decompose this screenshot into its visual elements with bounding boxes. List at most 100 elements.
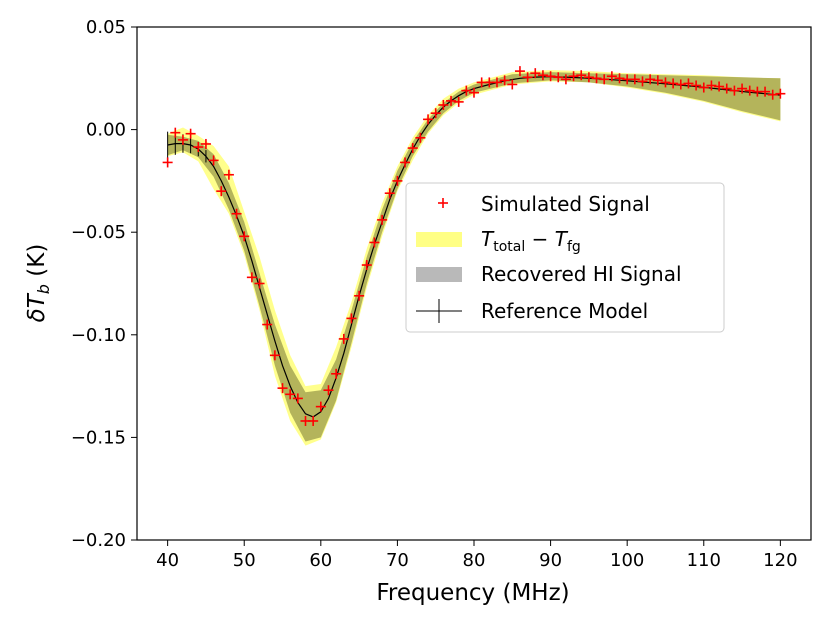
x-tick-label: 120 bbox=[763, 550, 797, 571]
simulated-signal-point bbox=[537, 70, 548, 81]
simulated-signal-point bbox=[530, 68, 541, 79]
legend-swatch-total-minus-fg bbox=[416, 232, 462, 247]
simulated-signal-point bbox=[767, 89, 778, 100]
simulated-signal-point bbox=[599, 74, 610, 85]
simulated-signal-point bbox=[354, 290, 365, 301]
simulated-signal-point bbox=[675, 79, 686, 90]
simulated-signal-point bbox=[346, 313, 357, 324]
legend: Simulated Signal Ttotal − Tfg Recovered … bbox=[405, 182, 725, 333]
simulated-signal-point bbox=[645, 74, 656, 85]
x-tick-label: 50 bbox=[233, 550, 256, 571]
simulated-signal-point bbox=[216, 186, 227, 197]
simulated-signal-point bbox=[453, 96, 464, 107]
simulated-signal-point bbox=[706, 80, 717, 91]
legend-swatch-recovered bbox=[416, 267, 462, 282]
axes: 40 50 60 70 80 90 100 110 120 0.05 0.00 −0.05 −0.10 −… bbox=[71, 17, 812, 571]
y-tick-label: 0.05 bbox=[86, 17, 126, 38]
simulated-signal-point bbox=[560, 74, 571, 85]
x-tick-label: 70 bbox=[386, 550, 409, 571]
simulated-signal-point bbox=[185, 128, 196, 139]
simulated-signal-point bbox=[223, 169, 234, 180]
simulated-signal-point bbox=[545, 71, 556, 82]
simulated-signal-point bbox=[292, 393, 303, 404]
simulated-signal-point bbox=[361, 260, 372, 271]
simulated-signal-point bbox=[698, 82, 709, 93]
simulated-signal-point bbox=[208, 155, 219, 166]
simulated-signal-point bbox=[499, 75, 510, 86]
simulated-signal-point bbox=[170, 127, 181, 138]
simulated-signal-point bbox=[660, 77, 671, 88]
simulated-signal-point bbox=[668, 78, 679, 89]
y-tick-label: −0.20 bbox=[71, 530, 126, 551]
simulated-signal-point bbox=[629, 74, 640, 85]
simulated-signal-point bbox=[193, 142, 204, 153]
simulated-signal-point bbox=[262, 319, 273, 330]
simulated-signal-point bbox=[369, 237, 380, 248]
y-axis-label-unit: (K) bbox=[24, 244, 50, 284]
legend-marker-simulated bbox=[438, 198, 448, 208]
x-tick-label: 100 bbox=[610, 550, 644, 571]
simulated-signal-point bbox=[744, 85, 755, 96]
legend-label-reference: Reference Model bbox=[481, 299, 648, 323]
simulated-signal-point bbox=[691, 80, 702, 91]
simulated-signal-point bbox=[514, 66, 525, 77]
simulated-signal-point bbox=[400, 157, 411, 168]
plot-area bbox=[162, 66, 786, 446]
simulated-signal-point bbox=[392, 175, 403, 186]
simulated-signal-point bbox=[775, 88, 786, 99]
y-tick-label: −0.15 bbox=[71, 427, 126, 448]
simulated-signal-point bbox=[721, 83, 732, 94]
simulated-signal-point bbox=[254, 278, 265, 289]
simulated-signal-point bbox=[384, 188, 395, 199]
simulated-signal-point bbox=[568, 71, 579, 82]
y-tick-label: −0.05 bbox=[71, 222, 126, 243]
simulated-signal-point bbox=[231, 208, 242, 219]
simulated-signal-point bbox=[407, 143, 418, 154]
simulated-signal-point bbox=[269, 350, 280, 361]
x-tick-label: 110 bbox=[687, 550, 721, 571]
legend-label-simulated: Simulated Signal bbox=[481, 192, 650, 216]
simulated-signal-point bbox=[277, 383, 288, 394]
simulated-signal-point bbox=[614, 73, 625, 84]
y-tick-label: 0.00 bbox=[86, 120, 126, 141]
simulated-signal-point bbox=[507, 79, 518, 90]
x-tick-label: 90 bbox=[539, 550, 562, 571]
simulated-signal-point bbox=[760, 86, 771, 97]
simulated-signal-point bbox=[285, 389, 296, 400]
simulated-signal-point bbox=[591, 73, 602, 84]
simulated-signal-point bbox=[737, 83, 748, 94]
simulated-signal-point bbox=[714, 81, 725, 92]
y-axis-label-base: δT bbox=[24, 292, 50, 322]
simulated-signal-point bbox=[652, 75, 663, 86]
y-tick-label: −0.10 bbox=[71, 325, 126, 346]
simulated-signal-point bbox=[446, 95, 457, 106]
simulated-signal-point bbox=[323, 385, 334, 396]
legend-label-recovered: Recovered HI Signal bbox=[481, 262, 682, 286]
simulated-signal-point bbox=[683, 78, 694, 89]
simulated-signal-point bbox=[308, 415, 319, 426]
legend-label-total-minus-fg: Ttotal − Tfg bbox=[481, 227, 581, 255]
y-axis-label: δTb (K) bbox=[24, 244, 53, 323]
simulated-signal-point bbox=[606, 71, 617, 82]
simulated-signal-point bbox=[200, 138, 211, 149]
simulated-signal-point bbox=[461, 85, 472, 96]
simulated-signal-point bbox=[469, 87, 479, 98]
x-axis-label: Frequency (MHz) bbox=[376, 580, 569, 606]
simulated-signal-point bbox=[377, 214, 388, 225]
x-tick-label: 80 bbox=[463, 550, 486, 571]
simulated-signal-point bbox=[729, 85, 740, 96]
simulated-signal-point bbox=[246, 272, 257, 283]
simulated-signal-point bbox=[338, 333, 349, 344]
simulated-signal-point bbox=[576, 70, 587, 81]
simulated-signal-point bbox=[430, 108, 441, 119]
simulated-signal-point bbox=[491, 77, 502, 88]
x-tick-label: 60 bbox=[309, 550, 332, 571]
simulated-signal-point bbox=[239, 231, 250, 242]
simulated-signal-point bbox=[415, 132, 426, 143]
simulated-signal-point bbox=[583, 72, 594, 83]
y-axis-label-subscript: b bbox=[34, 284, 53, 294]
simulated-signal-point bbox=[331, 368, 342, 379]
x-tick-label: 40 bbox=[156, 550, 179, 571]
simulated-signal-point bbox=[177, 134, 188, 145]
simulated-signal-point bbox=[423, 114, 434, 125]
